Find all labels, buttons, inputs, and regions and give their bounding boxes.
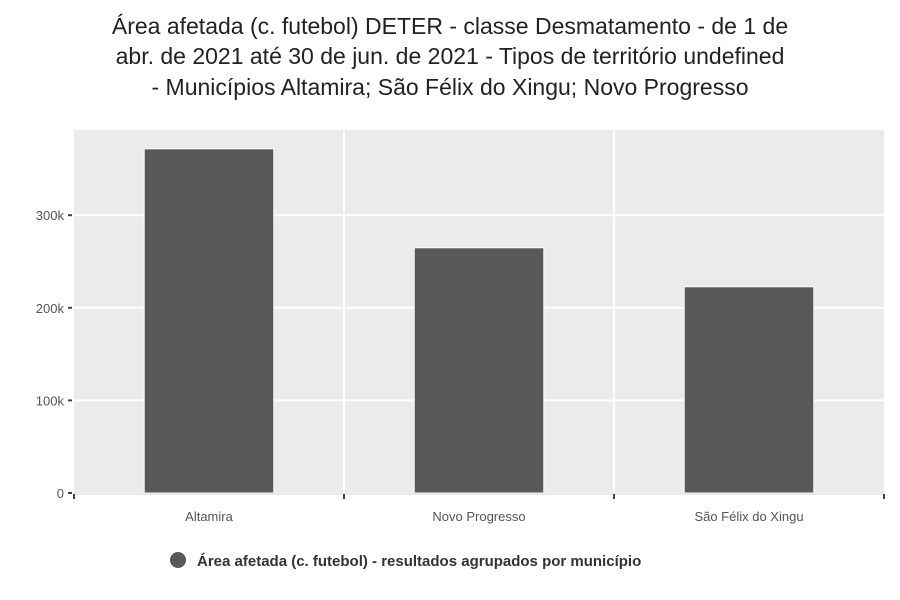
legend: Área afetada (c. futebol) - resultados a…: [170, 552, 641, 570]
x-tick-label: Novo Progresso: [432, 509, 525, 524]
bar-novo-progresso[interactable]: [413, 247, 545, 494]
title-line-2: abr. de 2021 até 30 de jun. de 2021 - Ti…: [116, 43, 785, 69]
title-line-1: Área afetada (c. futebol) DETER - classe…: [112, 13, 788, 39]
y-tick-label: 100k: [36, 393, 65, 408]
bar-s-o-f-lix-do-xingu[interactable]: [683, 286, 815, 494]
x-tick-label: São Félix do Xingu: [694, 509, 803, 524]
x-tick-label: Altamira: [185, 509, 233, 524]
y-tick-label: 0: [57, 486, 64, 501]
bar-altamira[interactable]: [143, 148, 275, 494]
y-tick-label: 300k: [36, 208, 65, 223]
chart-title: Área afetada (c. futebol) DETER - classe…: [112, 13, 788, 100]
y-tick-label: 200k: [36, 301, 65, 316]
legend-marker: [170, 552, 186, 568]
title-line-3: - Municípios Altamira; São Félix do Xing…: [152, 74, 749, 100]
legend-label: Área afetada (c. futebol) - resultados a…: [197, 553, 641, 570]
